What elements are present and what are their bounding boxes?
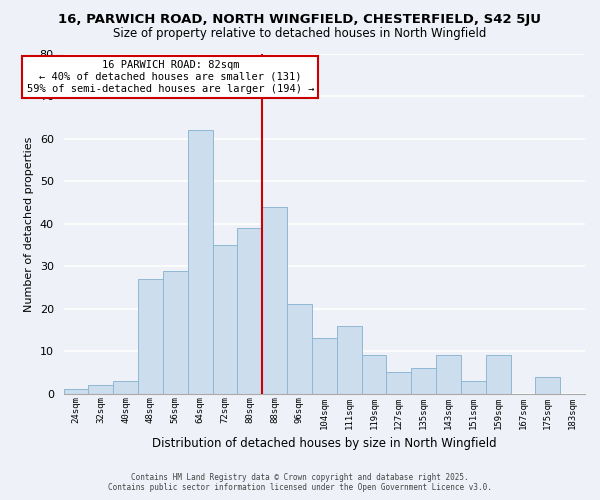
Bar <box>64 390 88 394</box>
Bar <box>461 381 485 394</box>
Text: Contains HM Land Registry data © Crown copyright and database right 2025.
Contai: Contains HM Land Registry data © Crown c… <box>108 473 492 492</box>
Bar <box>88 385 113 394</box>
Bar <box>362 356 386 394</box>
X-axis label: Distribution of detached houses by size in North Wingfield: Distribution of detached houses by size … <box>152 437 497 450</box>
Text: 16 PARWICH ROAD: 82sqm
← 40% of detached houses are smaller (131)
59% of semi-de: 16 PARWICH ROAD: 82sqm ← 40% of detached… <box>26 60 314 94</box>
Text: 16, PARWICH ROAD, NORTH WINGFIELD, CHESTERFIELD, S42 5JU: 16, PARWICH ROAD, NORTH WINGFIELD, CHEST… <box>59 12 542 26</box>
Bar <box>337 326 362 394</box>
Bar <box>188 130 212 394</box>
Bar <box>411 368 436 394</box>
Bar <box>113 381 138 394</box>
Bar <box>262 207 287 394</box>
Bar <box>238 228 262 394</box>
Bar <box>312 338 337 394</box>
Bar <box>436 356 461 394</box>
Bar <box>287 304 312 394</box>
Text: Size of property relative to detached houses in North Wingfield: Size of property relative to detached ho… <box>113 28 487 40</box>
Bar <box>485 356 511 394</box>
Bar <box>212 245 238 394</box>
Bar <box>535 376 560 394</box>
Bar <box>138 279 163 394</box>
Bar <box>386 372 411 394</box>
Bar <box>163 270 188 394</box>
Y-axis label: Number of detached properties: Number of detached properties <box>24 136 34 312</box>
